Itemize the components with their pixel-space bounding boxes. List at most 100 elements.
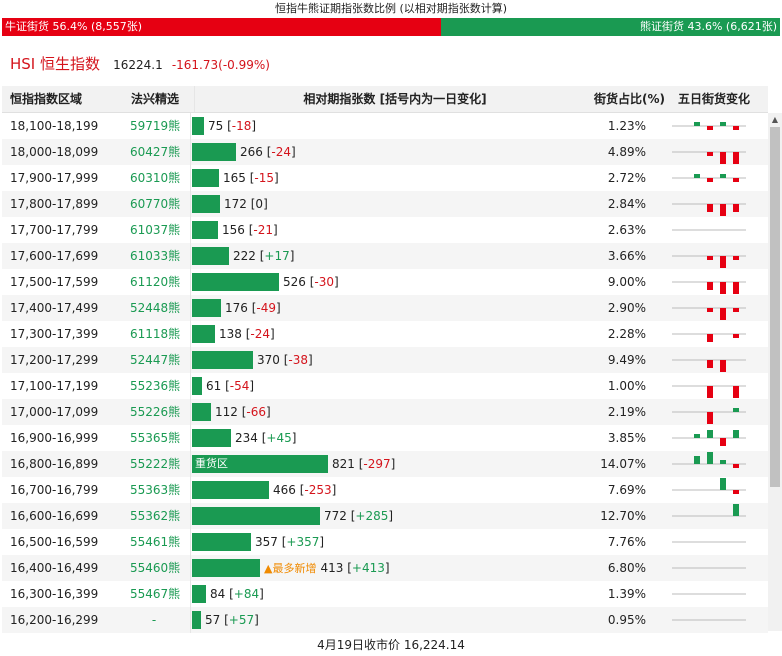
warrant-code-link[interactable]: 55363熊	[130, 483, 181, 497]
sparkline-bar	[720, 174, 726, 178]
range-cell: 17,000-17,099	[10, 405, 99, 419]
contracts-bar	[192, 507, 320, 525]
five-day-sparkline	[672, 333, 746, 342]
five-day-sparkline	[672, 151, 746, 164]
bracket-close: ]	[289, 249, 295, 263]
daily-change: +45	[266, 431, 292, 445]
table-row: 17,200-17,299 52447熊 370 [-38] 9.49%	[2, 347, 768, 373]
bracket-open: [	[261, 431, 267, 445]
sparkline-bar	[707, 430, 713, 438]
column-divider	[190, 529, 191, 555]
column-divider	[190, 503, 191, 529]
daily-change: -66	[246, 405, 267, 419]
bracket-open: [	[241, 405, 247, 419]
sparkline-bar	[707, 256, 713, 260]
table-row: 16,300-16,399 55467熊 84 [+84] 1.39%	[2, 581, 768, 607]
warrant-code-link[interactable]: 61037熊	[130, 223, 181, 237]
warrant-code-link[interactable]: 55461熊	[130, 535, 181, 549]
sparkline-bar	[707, 412, 713, 424]
range-cell: 17,800-17,899	[10, 197, 99, 211]
scrollbar[interactable]: ▲	[768, 113, 782, 631]
warrant-code-link[interactable]: 61033熊	[130, 249, 181, 263]
range-cell: 17,400-17,499	[10, 301, 99, 315]
range-cell: 17,100-17,199	[10, 379, 99, 393]
share-percent: 2.72%	[607, 171, 646, 185]
bracket-close: ]	[390, 457, 396, 471]
bear-label: 熊证街货	[639, 20, 684, 33]
warrant-code-link[interactable]: 55362熊	[130, 509, 181, 523]
warrant-code-link[interactable]: 61118熊	[130, 327, 181, 341]
contracts-value: 466 [-253]	[273, 477, 336, 503]
range-cell: 17,200-17,299	[10, 353, 99, 367]
sparkline-bar	[733, 464, 739, 468]
contracts-value: 234 [+45]	[235, 425, 296, 451]
column-divider	[190, 321, 191, 347]
table-row: 17,500-17,599 61120熊 526 [-30] 9.00%	[2, 269, 768, 295]
sparkline-bar	[733, 204, 739, 212]
table-row: 17,700-17,799 61037熊 156 [-21] 2.63%	[2, 217, 768, 243]
most-new-tag: ▲最多新增	[264, 562, 317, 575]
bracket-open: [	[347, 561, 352, 575]
warrant-code-link[interactable]: 60427熊	[130, 145, 181, 159]
sparkline-bar	[720, 308, 726, 320]
daily-change: +357	[286, 535, 320, 549]
warrant-code-link[interactable]: 55365熊	[130, 431, 181, 445]
contracts-count: 57	[205, 613, 221, 627]
daily-change: -38	[288, 353, 309, 367]
bracket-close: ]	[276, 301, 281, 315]
daily-change: -21	[253, 223, 274, 237]
warrant-code-link[interactable]: 55222熊	[130, 457, 181, 471]
contracts-count: 176	[225, 301, 248, 315]
column-header-code: 法兴精选	[131, 92, 180, 106]
share-percent: 2.28%	[607, 327, 646, 341]
table-row: 16,200-16,299 - 57 [+57] 0.95%	[2, 607, 768, 633]
share-percent: 6.80%	[607, 561, 646, 575]
range-cell: 16,600-16,699	[10, 509, 99, 523]
index-name[interactable]: HSI 恒生指数	[10, 55, 100, 73]
share-percent: 0.95%	[607, 613, 646, 627]
sparkline-bar	[707, 282, 713, 290]
warrant-code-link[interactable]: 60310熊	[130, 171, 181, 185]
warrant-code-link[interactable]: 60770熊	[130, 197, 181, 211]
column-divider	[190, 373, 191, 399]
table-row: 17,900-17,999 60310熊 165 [-15] 2.72%	[2, 165, 768, 191]
sparkline-bar	[733, 178, 739, 182]
contracts-bar	[192, 247, 229, 265]
five-day-sparkline	[672, 619, 746, 621]
contracts-bar	[192, 195, 220, 213]
column-divider	[190, 191, 191, 217]
column-divider	[190, 113, 191, 139]
warrant-code-link[interactable]: 55226熊	[130, 405, 181, 419]
sparkline-bar	[733, 126, 739, 130]
daily-change: +84	[233, 587, 260, 601]
five-day-sparkline	[672, 452, 746, 468]
scroll-up-arrow-icon[interactable]: ▲	[771, 115, 779, 124]
bracket-open: [	[350, 509, 356, 523]
warrant-code-link[interactable]: 55460熊	[130, 561, 181, 575]
column-divider	[190, 477, 191, 503]
range-cell: 16,300-16,399	[10, 587, 99, 601]
share-percent: 4.89%	[607, 145, 646, 159]
warrant-code-link[interactable]: 55467熊	[130, 587, 181, 601]
bull-bear-ratio-bar: 牛证街货 56.4% (8,557张) 熊证街货 43.6% (6,621张)	[2, 18, 780, 36]
table-row: 17,300-17,399 61118熊 138 [-24] 2.28%	[2, 321, 768, 347]
sparkline-bar	[720, 282, 726, 294]
scroll-thumb[interactable]	[770, 127, 780, 487]
sparkline-bar	[733, 504, 739, 516]
sparkline-bar	[707, 204, 713, 212]
warrant-code-link[interactable]: 52447熊	[130, 353, 181, 367]
range-cell: 18,100-18,199	[10, 119, 99, 133]
bull-count: (8,557张)	[90, 20, 143, 33]
sparkline-bar	[707, 452, 713, 464]
share-percent: 3.66%	[607, 249, 646, 263]
five-day-sparkline	[672, 281, 746, 294]
warrant-code-link[interactable]: 52448熊	[130, 301, 181, 315]
column-divider	[190, 243, 191, 269]
sparkline-bar	[720, 460, 726, 464]
bracket-open: [	[248, 223, 254, 237]
warrant-code-link[interactable]: 59719熊	[130, 119, 181, 133]
share-percent: 9.00%	[607, 275, 646, 289]
warrant-code-link[interactable]: 55236熊	[130, 379, 181, 393]
warrant-code-link[interactable]: 61120熊	[130, 275, 181, 289]
contracts-count: 266	[240, 145, 263, 159]
